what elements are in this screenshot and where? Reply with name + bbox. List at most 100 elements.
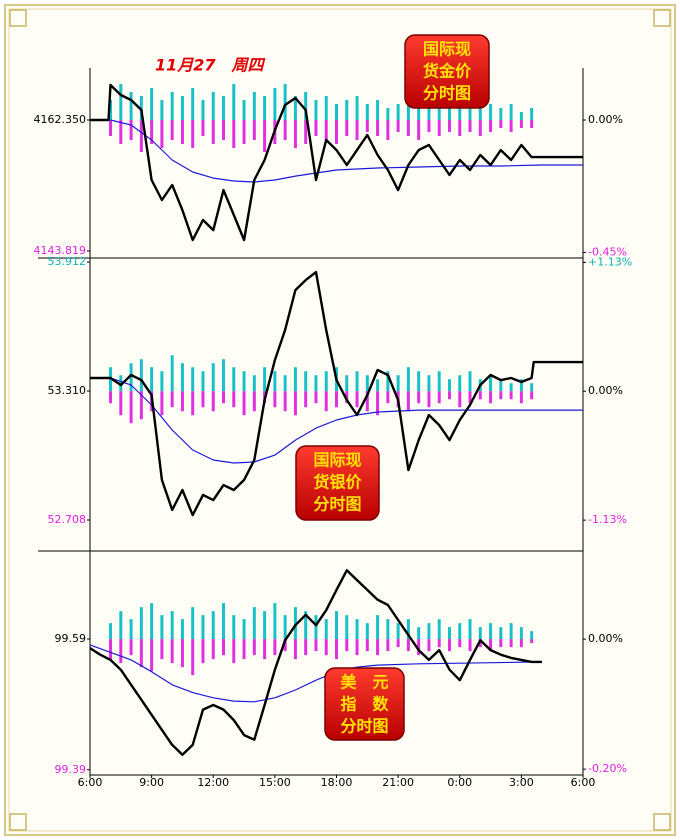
volume-up-bar (499, 108, 503, 121)
volume-up-bar (242, 100, 246, 121)
volume-up-bar (273, 88, 277, 121)
volume-up-bar (468, 619, 472, 640)
volume-down-bar (417, 120, 421, 141)
volume-up-bar (170, 355, 174, 392)
badge-text: 货银价 (313, 473, 362, 492)
volume-down-bar (437, 391, 441, 404)
x-tick-label: 0:00 (447, 776, 472, 789)
volume-up-bar (447, 627, 451, 640)
volume-up-bar (489, 375, 493, 392)
volume-down-bar (191, 391, 195, 416)
volume-up-bar (335, 611, 338, 640)
volume-up-bar (345, 615, 349, 640)
average-line (110, 377, 583, 464)
volume-up-bar (417, 104, 421, 121)
volume-up-bar (283, 375, 287, 392)
volume-down-bar (109, 391, 113, 404)
volume-down-bar (324, 120, 328, 141)
volume-up-bar (499, 379, 503, 392)
volume-down-bar (509, 391, 513, 400)
volume-down-bar (335, 120, 338, 145)
x-tick-label: 3:00 (509, 776, 534, 789)
volume-up-bar (201, 615, 205, 640)
volume-up-bar (437, 619, 441, 640)
volume-up-bar (129, 619, 133, 640)
volume-up-bar (273, 371, 277, 392)
volume-up-bar (396, 623, 400, 640)
volume-up-bar (468, 104, 472, 121)
volume-down-bar (222, 639, 226, 656)
y-tick-label: 99.39 (55, 763, 87, 776)
volume-up-bar (386, 108, 390, 121)
volume-down-bar (252, 120, 256, 141)
volume-down-bar (406, 391, 410, 412)
volume-up-bar (314, 100, 318, 121)
volume-up-bar (129, 363, 133, 392)
volume-up-bar (119, 84, 123, 121)
volume-up-bar (293, 607, 297, 640)
y-tick-label: 4143.819 (34, 244, 87, 257)
volume-down-bar (119, 391, 123, 416)
volume-down-bar (345, 120, 349, 137)
volume-up-bar (376, 615, 380, 640)
volume-down-bar (242, 120, 246, 145)
volume-down-bar (150, 639, 154, 672)
volume-down-bar (119, 639, 123, 664)
volume-down-bar (170, 120, 174, 141)
volume-up-bar (509, 623, 513, 640)
volume-up-bar (376, 100, 380, 121)
volume-up-bar (252, 92, 256, 121)
volume-up-bar (211, 92, 215, 121)
volume-up-bar (406, 367, 410, 392)
volume-up-bar (345, 100, 349, 121)
volume-up-bar (355, 371, 359, 392)
x-tick-label: 18:00 (321, 776, 353, 789)
volume-down-bar (263, 120, 267, 153)
volume-up-bar (427, 623, 431, 640)
volume-up-bar (478, 627, 482, 640)
badge-text: 国际现 (313, 451, 361, 470)
volume-down-bar (293, 639, 297, 660)
average-line (110, 119, 583, 183)
y2-tick-label: 0.00% (588, 384, 623, 397)
volume-down-bar (365, 120, 369, 133)
volume-up-bar (150, 603, 154, 640)
volume-up-bar (519, 379, 523, 392)
volume-up-bar (468, 371, 472, 392)
volume-down-bar (252, 391, 256, 412)
volume-down-bar (458, 639, 462, 648)
x-tick-label: 6:00 (78, 776, 103, 789)
volume-down-bar (478, 120, 482, 137)
volume-down-bar (489, 639, 493, 652)
volume-up-bar (417, 371, 421, 392)
volume-up-bar (263, 96, 267, 121)
volume-down-bar (324, 391, 328, 412)
volume-up-bar (222, 96, 226, 121)
volume-down-bar (417, 391, 421, 404)
volume-down-bar (129, 391, 133, 424)
volume-down-bar (447, 391, 451, 400)
badge (324, 667, 405, 741)
date-label: 11月27 周四 (155, 56, 266, 75)
volume-up-bar (119, 611, 123, 640)
badge-text: 分时图 (313, 495, 361, 514)
panel-frame (38, 68, 584, 776)
volume-up-bar (129, 92, 133, 121)
volume-down-bar (314, 391, 318, 404)
volume-down-bar (427, 391, 431, 408)
volume-up-bar (160, 615, 164, 640)
volume-up-bar (427, 108, 431, 121)
volume-up-bar (160, 371, 164, 392)
volume-up-bar (150, 367, 154, 392)
volume-down-bar (139, 120, 143, 153)
volume-down-bar (427, 120, 431, 133)
volume-down-bar (160, 639, 164, 660)
volume-down-bar (376, 391, 380, 416)
badge-text: 国际现 (423, 40, 471, 59)
volume-up-bar (386, 619, 390, 640)
volume-up-bar (304, 92, 308, 121)
volume-down-bar (273, 639, 277, 656)
volume-up-bar (365, 623, 369, 640)
volume-down-bar (304, 639, 308, 656)
volume-up-bar (201, 100, 205, 121)
